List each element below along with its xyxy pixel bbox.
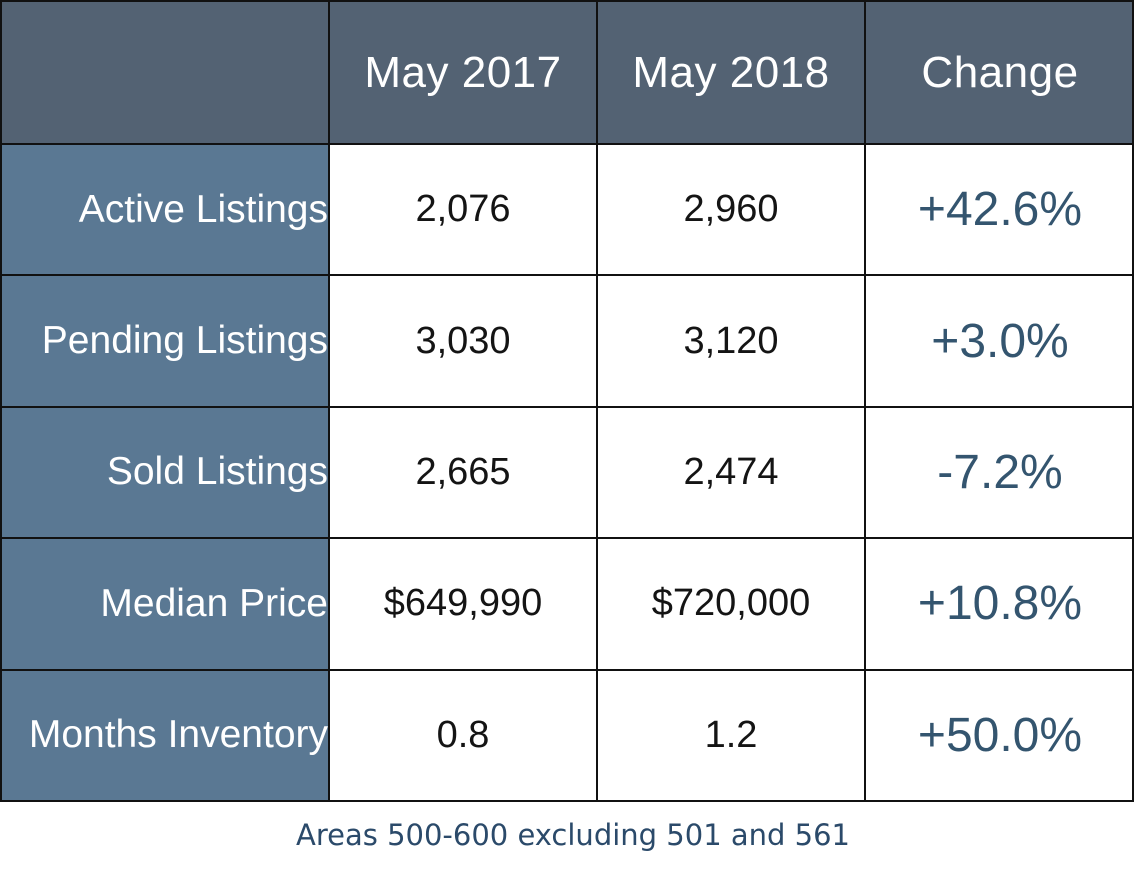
- table-row: Sold Listings 2,665 2,474 -7.2%: [0, 405, 1132, 540]
- table-row: Pending Listings 3,030 3,120 +3.0%: [0, 274, 1132, 408]
- corner-header-cell: [0, 0, 330, 145]
- months-inventory-may-2018-value: 1.2: [596, 668, 866, 800]
- median-price-change-value: +10.8%: [864, 537, 1132, 671]
- pending-listings-change-value: +3.0%: [864, 274, 1132, 408]
- column-header-may-2017: May 2017: [328, 0, 598, 145]
- row-label-sold-listings: Sold Listings: [0, 405, 330, 540]
- median-price-may-2018-value: $720,000: [596, 537, 866, 671]
- sold-listings-may-2018-value: 2,474: [596, 405, 866, 540]
- months-inventory-may-2017-value: 0.8: [328, 668, 598, 800]
- sold-listings-change-value: -7.2%: [864, 405, 1132, 540]
- sold-listings-may-2017-value: 2,665: [328, 405, 598, 540]
- column-header-change: Change: [864, 0, 1132, 145]
- active-listings-change-value: +42.6%: [864, 142, 1132, 277]
- header-row: May 2017 May 2018 Change: [0, 0, 1132, 145]
- market-stats-table: May 2017 May 2018 Change Active Listings…: [0, 0, 1132, 800]
- active-listings-may-2018-value: 2,960: [596, 142, 866, 277]
- median-price-may-2017-value: $649,990: [328, 537, 598, 671]
- months-inventory-change-value: +50.0%: [864, 668, 1132, 800]
- footnote: Areas 500-600 excluding 501 and 561: [296, 818, 850, 852]
- row-label-pending-listings: Pending Listings: [0, 274, 330, 408]
- table-row: Median Price $649,990 $720,000 +10.8%: [0, 537, 1132, 671]
- table-row: Months Inventory 0.8 1.2 +50.0%: [0, 668, 1132, 800]
- pending-listings-may-2017-value: 3,030: [328, 274, 598, 408]
- row-label-months-inventory: Months Inventory: [0, 668, 330, 800]
- table-row: Active Listings 2,076 2,960 +42.6%: [0, 142, 1132, 277]
- active-listings-may-2017-value: 2,076: [328, 142, 598, 277]
- market-stats-table-container: May 2017 May 2018 Change Active Listings…: [0, 0, 1134, 802]
- row-label-median-price: Median Price: [0, 537, 330, 671]
- pending-listings-may-2018-value: 3,120: [596, 274, 866, 408]
- row-label-active-listings: Active Listings: [0, 142, 330, 277]
- column-header-may-2018: May 2018: [596, 0, 866, 145]
